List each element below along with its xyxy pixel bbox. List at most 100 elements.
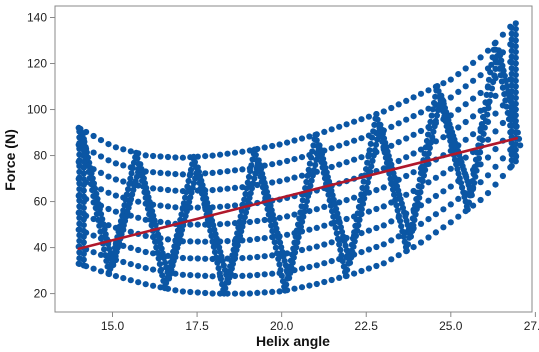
- data-point: [217, 275, 224, 282]
- data-point: [255, 162, 262, 169]
- data-point: [261, 144, 268, 151]
- data-point: [351, 194, 358, 201]
- data-point: [225, 268, 232, 275]
- data-point: [343, 140, 350, 147]
- data-point: [246, 194, 253, 202]
- data-point: [80, 193, 87, 200]
- data-point: [127, 228, 134, 235]
- data-point: [198, 190, 206, 197]
- data-point: [224, 185, 231, 192]
- data-point: [313, 280, 320, 288]
- data-point: [80, 153, 87, 160]
- data-point: [112, 144, 119, 151]
- data-point: [108, 260, 115, 267]
- data-point: [345, 260, 352, 267]
- data-point: [491, 72, 498, 79]
- data-point: [157, 218, 164, 225]
- data-point: [321, 278, 328, 286]
- data-point: [512, 106, 519, 113]
- data-point: [261, 289, 268, 296]
- data-point: [276, 239, 284, 246]
- data-point: [210, 243, 217, 250]
- data-point: [425, 150, 432, 157]
- data-point: [333, 230, 340, 237]
- data-point: [380, 108, 387, 115]
- data-point: [112, 176, 119, 183]
- data-point: [165, 269, 172, 276]
- data-point: [484, 136, 492, 143]
- data-point: [492, 128, 499, 135]
- data-point: [508, 162, 515, 170]
- data-point: [156, 261, 163, 268]
- data-point: [378, 133, 385, 140]
- x-tick-label: 20.0: [270, 319, 294, 333]
- data-point: [373, 262, 380, 270]
- data-point: [209, 187, 216, 194]
- data-point: [142, 216, 149, 223]
- data-point: [285, 269, 292, 276]
- data-point: [274, 250, 281, 257]
- data-point: [416, 176, 423, 183]
- data-point: [403, 116, 410, 123]
- data-point: [97, 268, 105, 275]
- data-point: [437, 98, 444, 105]
- data-point: [477, 179, 484, 186]
- data-point: [135, 246, 142, 254]
- data-point: [380, 184, 387, 191]
- data-point: [150, 266, 157, 273]
- data-point: [373, 224, 380, 232]
- data-point: [80, 256, 87, 263]
- data-point: [278, 272, 285, 279]
- data-point: [342, 273, 349, 280]
- data-point: [499, 31, 506, 38]
- data-point: [105, 222, 112, 229]
- data-point: [494, 53, 501, 60]
- data-point: [358, 154, 365, 161]
- data-point: [254, 289, 261, 296]
- data-point: [412, 202, 419, 209]
- data-point: [468, 185, 475, 192]
- x-axis-title: Helix angle: [256, 333, 330, 349]
- data-point: [462, 136, 469, 143]
- data-point: [105, 141, 112, 148]
- data-point: [499, 172, 506, 180]
- data-point: [169, 253, 176, 260]
- data-point: [403, 172, 410, 180]
- data-point: [85, 168, 92, 175]
- data-point: [400, 233, 407, 240]
- y-tick-label: 20: [34, 287, 48, 301]
- data-point: [484, 154, 492, 161]
- data-points: [75, 20, 524, 297]
- data-point: [410, 113, 417, 120]
- data-point: [492, 92, 499, 99]
- data-point: [336, 241, 343, 248]
- data-point: [403, 247, 410, 254]
- data-point: [410, 131, 417, 138]
- data-point: [111, 244, 119, 251]
- data-point: [491, 40, 498, 47]
- data-point: [343, 121, 350, 128]
- data-point: [492, 181, 499, 188]
- data-point: [215, 265, 222, 272]
- data-point: [440, 108, 447, 115]
- data-point: [380, 241, 387, 248]
- data-point: [159, 250, 166, 257]
- data-point: [379, 138, 386, 145]
- data-point: [425, 234, 432, 241]
- data-point: [304, 193, 312, 200]
- data-point: [112, 192, 119, 199]
- data-point: [97, 186, 105, 193]
- data-point: [374, 116, 381, 123]
- data-point: [365, 208, 372, 215]
- data-point: [187, 221, 194, 228]
- data-point: [157, 202, 164, 209]
- data-point: [321, 241, 328, 248]
- data-point: [231, 167, 239, 174]
- data-point: [365, 265, 372, 272]
- data-point: [281, 287, 289, 294]
- data-point: [388, 256, 395, 263]
- data-point: [194, 255, 201, 262]
- data-point: [125, 186, 132, 193]
- data-point: [166, 264, 173, 271]
- data-point: [312, 131, 319, 138]
